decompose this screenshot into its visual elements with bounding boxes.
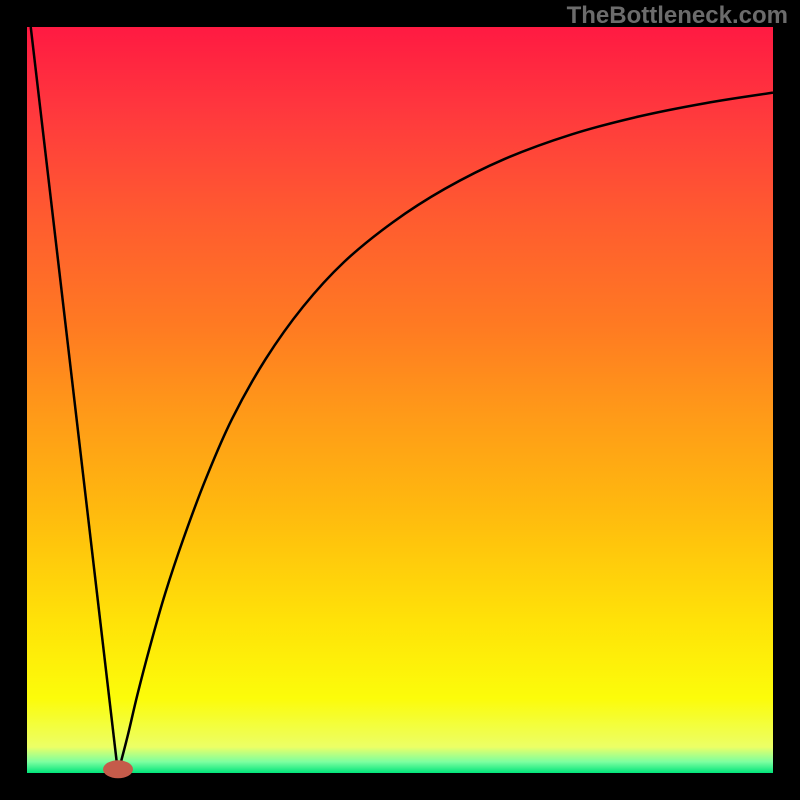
- left-descending-line: [31, 27, 118, 773]
- right-log-curve: [118, 93, 773, 773]
- watermark-text: TheBottleneck.com: [567, 2, 788, 30]
- minimum-marker: [103, 760, 133, 778]
- curve-overlay: [0, 0, 800, 800]
- bottleneck-chart: TheBottleneck.com: [0, 0, 800, 800]
